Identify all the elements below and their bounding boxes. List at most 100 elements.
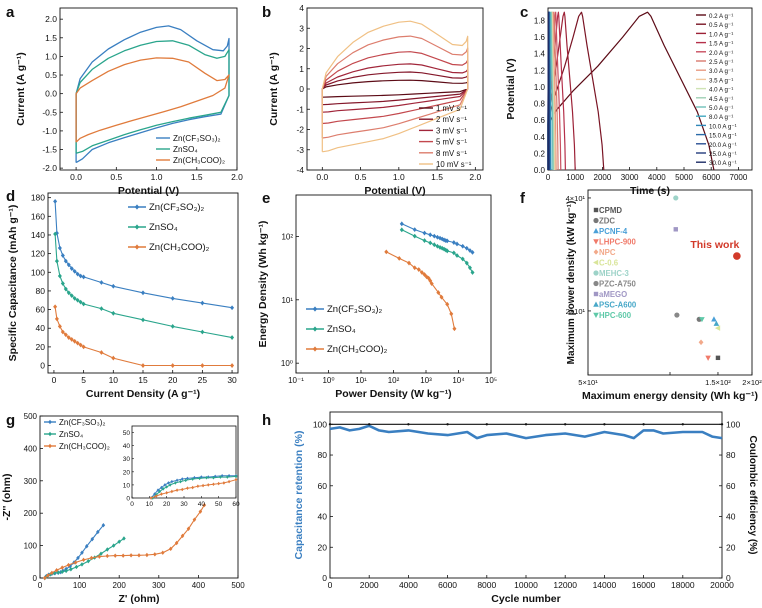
legend-label: PSC-A600 [599,301,637,310]
data-point [422,230,427,236]
data-point [212,475,215,480]
data-point [179,479,182,484]
data-point [73,560,78,565]
data-point [206,483,210,487]
panel-letter-c: c [520,4,528,21]
plot-frame [295,194,492,374]
data-point [212,482,215,487]
series-line [152,475,237,499]
legend-label: C-0.6 [599,259,619,268]
data-point [230,305,235,311]
panel-c: 0 1000 2000 3000 4000 5000 6000 7000 0.0 0.2 0.4 0.… [505,7,753,197]
x-tick-label: 3000 [621,173,639,182]
data-point [99,306,104,312]
data-point [81,274,86,280]
inset-x-tick-label: 0 [130,501,134,508]
y-tick-label: -2.0 [42,163,57,173]
x-tick-label: 6000 [702,173,720,182]
inset-y-tick-label: 20 [123,469,131,476]
data-point [467,265,472,271]
data-point [63,286,68,292]
data-point [451,240,456,245]
y-tick-label: 1.5 [45,33,57,43]
y-tick-label: 2 [299,44,304,54]
data-point [422,272,427,277]
data-point [80,550,84,555]
data-point [56,570,61,575]
x-tick-label: 10⁴ [452,376,465,385]
data-point [186,526,191,531]
data-point [464,245,469,251]
legend-label: 1.5 A g⁻¹ [709,41,733,48]
data-point [66,335,71,340]
y-tick-label: 300 [24,477,38,486]
data-point [230,363,235,368]
data-point [170,323,175,329]
series-line [321,79,469,98]
y-tick-label: 4 [299,3,304,13]
data-point [48,431,52,437]
data-point [165,485,169,489]
data-point [200,300,205,306]
data-point [48,443,52,449]
series-line [44,524,104,579]
data-point [60,565,64,570]
data-point [96,529,100,535]
y-axis-label: Current (A g⁻¹) [268,52,280,125]
data-point [428,240,433,246]
x-tick-label: 10¹ [355,376,367,385]
y-tick-label: 2.0 [45,14,57,24]
x-tick-label: 16000 [632,580,656,590]
data-point [63,258,68,264]
x-axis-label: Current Density (A g⁻¹) [86,388,200,400]
data-point [141,363,145,368]
x-tick-label: 7000 [730,173,748,182]
data-point [165,490,169,495]
data-point [455,241,460,247]
inset: 0 10 20 30 40 50 60 0 10 20 30 40 50 [123,425,240,508]
data-point [432,242,437,248]
data-point [198,509,203,514]
y-tick-label: 0 [33,574,38,583]
legend-label: 2.0 A g⁻¹ [709,50,733,57]
data-point [156,488,160,492]
data-point [419,270,424,275]
legend-label: 0.2 A g⁻¹ [709,13,733,20]
data-point [69,567,73,572]
data-point [429,281,434,287]
x-tick-label: 30 [227,375,237,385]
data-point [141,290,145,296]
data-point [54,258,59,264]
data-point [467,248,472,253]
data-point [72,338,77,344]
data-point [715,355,721,361]
x-tick-label: 12000 [553,580,577,590]
legend-label: 20.0 A g⁻¹ [709,142,737,149]
data-point [593,280,599,287]
data-point [78,342,83,348]
x-tick-label: 8000 [477,580,496,590]
legend: Zn(CF₃SO₃)₂ ZnSO₄ Zn(CH₃COO)₂ [44,418,110,451]
data-point [117,539,121,544]
data-point [451,250,456,256]
panel-letter-h: h [262,412,271,429]
inset-x-tick-label: 40 [198,501,206,508]
x-tick-label: 400 [192,581,206,590]
data-point [78,273,83,279]
y-tick-label: 4×10¹ [566,194,586,203]
data-point [57,323,62,329]
x-tick-label: 4000 [399,580,418,590]
y-tick-label: -3 [296,145,304,155]
y-tick-label: -1 [296,104,304,114]
legend-label: 30.0 A g⁻¹ [709,160,737,167]
legend: 1 mV s⁻¹ 2 mV s⁻¹ 3 mV s⁻¹ 5 mV s⁻¹ 8 mV s⁻¹… [419,104,472,169]
data-point [213,474,217,479]
data-point [201,483,205,488]
legend-label: Zn(CH₃COO)₂ [149,242,210,253]
plot-frame [59,7,238,171]
x-tick-label: 2×10² [742,378,762,387]
data-point [312,306,318,312]
legend-label: 2.5 A g⁻¹ [709,59,733,66]
legend-label: Zn(CF₃SO₃)₂ [327,304,383,315]
legend: Zn(CF₃SO₃)₂ ZnSO₄ Zn(CH₃COO)₂ [156,134,225,165]
